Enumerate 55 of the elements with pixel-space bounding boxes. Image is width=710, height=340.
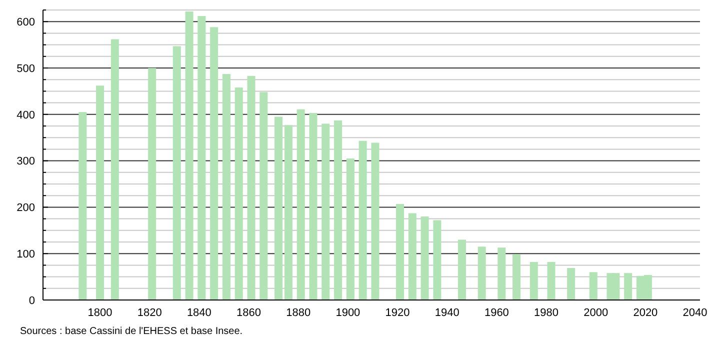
bar — [512, 254, 521, 300]
y-tick-label: 500 — [16, 62, 35, 75]
bar — [371, 142, 380, 300]
bar — [96, 86, 104, 300]
x-tick-label: 1860 — [236, 307, 262, 319]
x-tick-label: 1880 — [286, 307, 311, 319]
bar — [322, 124, 330, 300]
x-tick-label: 2040 — [682, 307, 708, 319]
x-tick-label: 1980 — [534, 307, 559, 319]
bar — [498, 248, 506, 300]
bar — [358, 140, 367, 300]
bar — [624, 273, 632, 300]
bar — [198, 16, 206, 300]
bar — [346, 158, 354, 300]
y-tick-label: 100 — [16, 248, 35, 260]
x-tick-label: 1800 — [88, 307, 112, 319]
bar — [274, 116, 283, 300]
y-tick-label: 400 — [16, 109, 35, 122]
source-note: Sources : base Cassini de l'EHESS et base Insee. — [20, 326, 243, 337]
y-tick-label: 300 — [16, 156, 35, 168]
bar — [260, 92, 268, 300]
bar — [420, 216, 429, 300]
bar — [185, 11, 194, 300]
bar — [334, 120, 342, 300]
bar — [222, 74, 230, 300]
bar — [567, 268, 576, 300]
bar — [396, 204, 404, 300]
x-tick-label: 1900 — [336, 307, 360, 319]
y-tick-label: 600 — [16, 16, 35, 28]
x-tick-label: 1840 — [186, 307, 212, 319]
bar — [78, 112, 87, 300]
x-tick-label: 2000 — [584, 307, 608, 319]
bar — [478, 246, 486, 300]
y-tick-label: 0 — [28, 294, 35, 307]
bar — [172, 46, 181, 300]
bar — [408, 213, 416, 300]
bar — [433, 220, 442, 300]
x-tick-label: 1940 — [434, 307, 460, 319]
bar — [110, 39, 119, 300]
x-tick-label: 1960 — [484, 307, 509, 319]
bar — [148, 68, 156, 300]
bar — [234, 87, 243, 300]
bar — [589, 272, 598, 300]
y-tick-label: 200 — [16, 202, 35, 214]
bar — [247, 76, 256, 300]
x-tick-label: 1820 — [137, 307, 162, 319]
bar — [284, 125, 292, 300]
x-tick-label: 2020 — [633, 307, 658, 319]
bar — [530, 262, 538, 300]
bar — [296, 109, 305, 300]
bar — [210, 27, 218, 300]
bar — [309, 113, 318, 300]
x-tick-label: 1920 — [385, 307, 410, 319]
bar — [547, 262, 556, 300]
bar — [458, 240, 466, 300]
